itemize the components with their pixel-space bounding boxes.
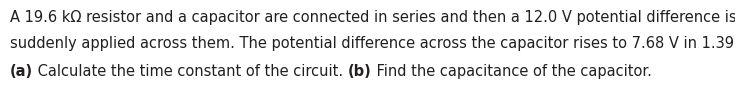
Text: Calculate the time constant of the circuit.: Calculate the time constant of the circu… <box>33 64 348 79</box>
Text: suddenly applied across them. The potential difference across the capacitor rise: suddenly applied across them. The potent… <box>10 36 735 51</box>
Text: (a): (a) <box>10 64 33 79</box>
Text: A 19.6 kΩ resistor and a capacitor are connected in series and then a 12.0 V pot: A 19.6 kΩ resistor and a capacitor are c… <box>10 10 735 25</box>
Text: (b): (b) <box>348 64 372 79</box>
Text: Find the capacitance of the capacitor.: Find the capacitance of the capacitor. <box>372 64 651 79</box>
